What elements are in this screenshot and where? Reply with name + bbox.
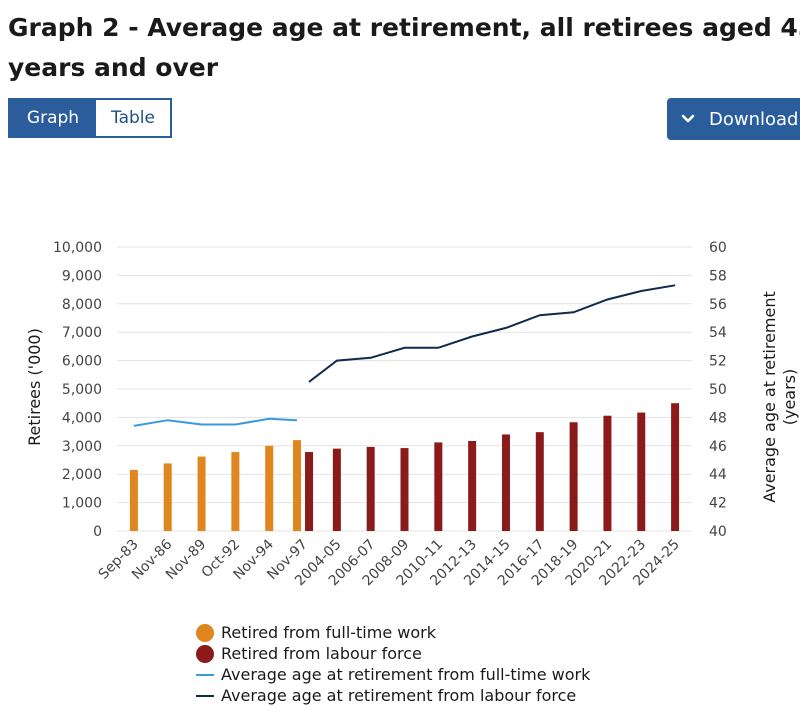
y2-axis-title: Average age at retirement(years) bbox=[760, 291, 799, 503]
y2-tick-label: 60 bbox=[709, 240, 727, 256]
legend-label: Retired from labour force bbox=[221, 644, 422, 663]
y2-tick-label: 40 bbox=[709, 524, 727, 540]
bar-fulltime bbox=[231, 452, 240, 531]
y-tick-label: 2,000 bbox=[62, 467, 102, 483]
bar-labour bbox=[671, 403, 680, 531]
legend-swatch-labour-line bbox=[196, 694, 214, 697]
y-tick-label: 6,000 bbox=[62, 354, 102, 370]
bar-labour bbox=[468, 440, 477, 531]
table-tab[interactable]: Table bbox=[96, 100, 170, 136]
bar-labour bbox=[535, 432, 544, 531]
y2-tick-label: 48 bbox=[709, 410, 727, 426]
bar-fulltime bbox=[129, 469, 138, 531]
chevron-down-icon bbox=[681, 114, 695, 123]
y-tick-label: 1,000 bbox=[62, 496, 102, 512]
y2-tick-label: 54 bbox=[709, 325, 727, 341]
legend: Retired from full-time work Retired from… bbox=[196, 622, 590, 706]
download-label: Download bbox=[709, 108, 799, 130]
y2-tick-label: 52 bbox=[709, 354, 727, 370]
y2-tick-label: 50 bbox=[709, 382, 727, 398]
download-button[interactable]: Download bbox=[667, 98, 800, 140]
y-tick-label: 8,000 bbox=[62, 297, 102, 313]
bar-labour bbox=[332, 448, 341, 531]
y-tick-label: 9,000 bbox=[62, 268, 102, 284]
y2-tick-label: 46 bbox=[709, 439, 727, 455]
bar-labour bbox=[366, 446, 375, 531]
legend-item-labour-line[interactable]: Average age at retirement from labour fo… bbox=[196, 685, 590, 706]
bar-labour bbox=[305, 452, 314, 531]
y2-tick-label: 44 bbox=[709, 467, 727, 483]
legend-swatch-fulltime-bar bbox=[196, 623, 214, 642]
legend-swatch-fulltime-line bbox=[196, 673, 214, 676]
y-tick-label: 4,000 bbox=[62, 410, 102, 426]
bar-fulltime bbox=[265, 445, 274, 531]
legend-item-labour-bar[interactable]: Retired from labour force bbox=[196, 643, 590, 664]
line-fulltime bbox=[133, 417, 298, 427]
bar-fulltime bbox=[197, 456, 206, 531]
bar-labour bbox=[637, 412, 646, 531]
legend-item-fulltime-bar[interactable]: Retired from full-time work bbox=[196, 622, 590, 643]
y-tick-label: 10,000 bbox=[53, 240, 102, 256]
bar-fulltime bbox=[163, 463, 172, 531]
bar-labour bbox=[501, 434, 510, 531]
line-labour bbox=[308, 284, 676, 383]
bar-labour bbox=[400, 448, 409, 531]
legend-swatch-labour-bar bbox=[196, 644, 214, 663]
y-tick-label: 0 bbox=[93, 524, 102, 540]
legend-label: Average age at retirement from labour fo… bbox=[221, 686, 577, 705]
y-tick-label: 5,000 bbox=[62, 382, 102, 398]
bar-labour bbox=[569, 422, 578, 531]
bar-labour bbox=[434, 442, 443, 531]
legend-item-fulltime-line[interactable]: Average age at retirement from full-time… bbox=[196, 664, 590, 685]
page-title: Graph 2 - Average age at retirement, all… bbox=[8, 13, 800, 82]
graph-tab[interactable]: Graph bbox=[10, 100, 96, 136]
legend-label: Average age at retirement from full-time… bbox=[221, 665, 591, 684]
view-toggle: Graph Table bbox=[8, 98, 172, 138]
y-axis-title: Retirees ('000) bbox=[25, 328, 44, 446]
y2-tick-label: 58 bbox=[709, 268, 727, 284]
bar-fulltime bbox=[293, 440, 302, 531]
y-tick-label: 3,000 bbox=[62, 439, 102, 455]
y2-tick-label: 56 bbox=[709, 297, 727, 313]
y2-tick-label: 42 bbox=[709, 496, 727, 512]
legend-label: Retired from full-time work bbox=[221, 623, 436, 642]
y-tick-label: 7,000 bbox=[62, 325, 102, 341]
bar-labour bbox=[603, 415, 612, 531]
